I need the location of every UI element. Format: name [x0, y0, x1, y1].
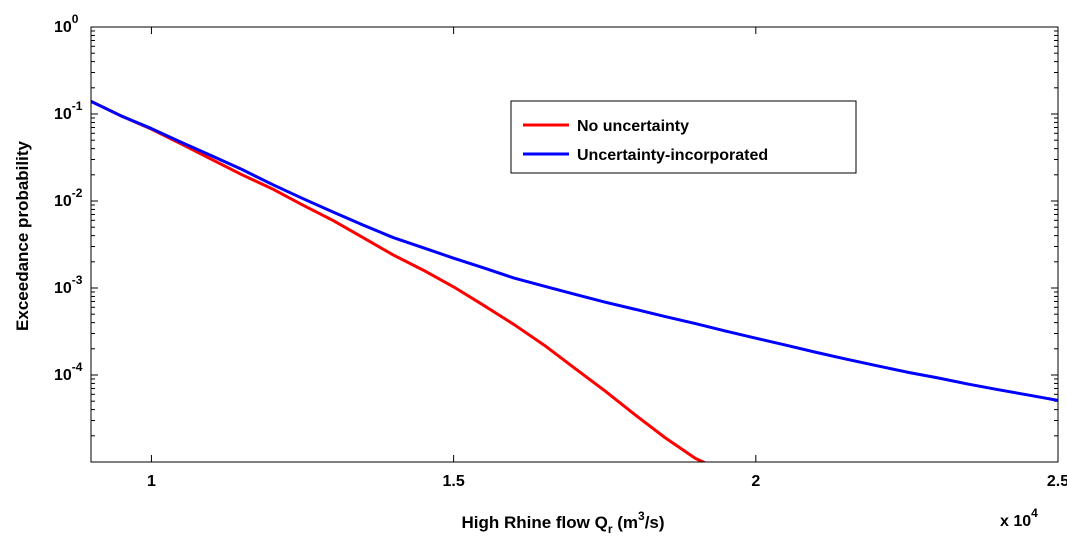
x-axis-multiplier: x 104	[1000, 506, 1038, 530]
legend-box	[510, 100, 857, 174]
x-axis-label: High Rhine flow Qr (m3/s)	[461, 509, 664, 536]
plot-area-frame	[90, 26, 1059, 463]
y-tick-labels: 100 10-1 10-2 10-3 10-4	[54, 12, 83, 384]
series-line-1	[91, 99, 1058, 402]
series-lines	[91, 99, 1058, 462]
x-tick-label: 1.5	[443, 473, 465, 490]
x-tick-label: 2	[751, 473, 760, 490]
legend: No uncertainty Uncertainty-incorporated	[510, 100, 857, 174]
legend-label-1: Uncertainty-incorporated	[577, 147, 768, 164]
x-tick-label: 1	[147, 473, 156, 490]
series-line-0	[91, 99, 707, 462]
tick-marks	[91, 26, 1059, 463]
x-tick-labels: 1 1.5 2 2.5	[147, 473, 1067, 490]
y-tick-label: 100	[54, 12, 79, 36]
y-axis-label: Exceedance probability	[13, 141, 32, 331]
y-tick-label: 10-1	[54, 99, 83, 123]
x-tick-label: 2.5	[1047, 473, 1067, 490]
y-tick-label: 10-3	[54, 273, 83, 297]
legend-label-0: No uncertainty	[577, 118, 689, 135]
y-tick-label: 10-4	[54, 360, 83, 384]
y-tick-label: 10-2	[54, 186, 83, 210]
